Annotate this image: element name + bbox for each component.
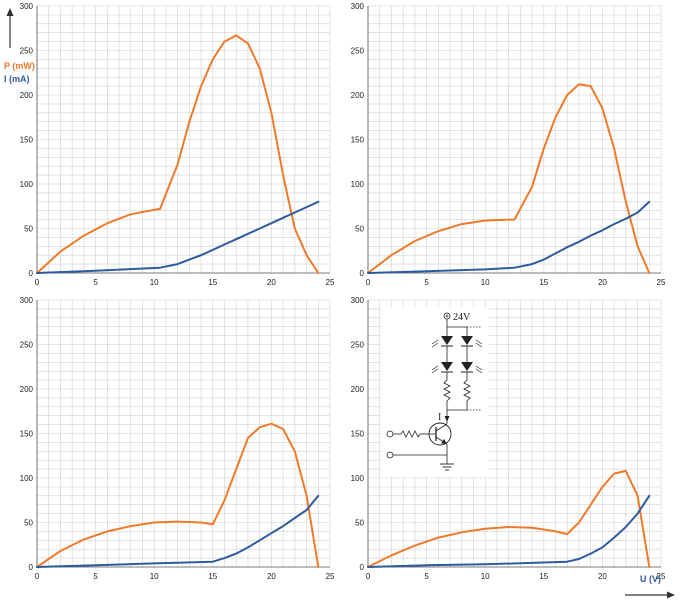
y-tick-label: 200 <box>351 385 365 394</box>
y-tick-label: 150 <box>351 136 365 145</box>
y-tick-label: 150 <box>351 430 365 439</box>
y-tick-label: 0 <box>29 269 34 278</box>
x-tick-label: 10 <box>150 278 159 287</box>
y-tick-label: 150 <box>20 430 34 439</box>
y-tick-label: 200 <box>20 91 34 100</box>
chart-panel-4: 0 50 100 150 200 250 300 0 5 10 15 20 25 <box>351 296 666 581</box>
y-tick-label: 0 <box>360 563 365 572</box>
current-arrow-icon <box>444 416 450 422</box>
x-tick-label: 0 <box>35 572 40 581</box>
y-tick-label: 100 <box>20 180 34 189</box>
y-tick-label: 50 <box>24 519 33 528</box>
y-tick-label: 250 <box>20 47 34 56</box>
resistor-icon <box>463 379 471 402</box>
x-tick-label: 10 <box>150 572 159 581</box>
x-tick-label: 20 <box>598 572 607 581</box>
y-tick-label: 300 <box>351 2 365 11</box>
x-tick-label: 15 <box>208 572 217 581</box>
light-emission-icon <box>431 339 483 374</box>
chart-panel-3: 0 50 100 150 200 250 300 0 5 10 15 20 25 <box>20 296 335 581</box>
y-tick-label: 0 <box>29 563 34 572</box>
power-axis-label: P (mW) <box>4 61 35 71</box>
x-tick-label: 10 <box>481 278 490 287</box>
y-tick-label: 150 <box>20 136 34 145</box>
y-tick-label: 250 <box>351 47 365 56</box>
y-tick-label: 300 <box>351 296 365 305</box>
current-curve <box>367 494 651 568</box>
y-tick-label: 300 <box>20 296 34 305</box>
x-tick-label: 25 <box>657 278 666 287</box>
y-tick-label: 50 <box>355 519 364 528</box>
y-tick-label: 200 <box>351 91 365 100</box>
y-axis-arrow <box>6 8 14 48</box>
chart-panel-2: 0 50 100 150 200 250 300 0 5 10 15 20 25 <box>351 2 666 287</box>
x-tick-label: 15 <box>208 278 217 287</box>
voltage-axis-label: U (V) <box>640 574 661 584</box>
x-tick-label: 20 <box>267 278 276 287</box>
x-tick-label: 15 <box>539 278 548 287</box>
power-curve <box>36 422 320 568</box>
y-tick-label: 100 <box>351 180 365 189</box>
supply-voltage-label: 24V <box>453 312 471 323</box>
power-curve <box>36 34 320 274</box>
x-tick-label: 20 <box>598 278 607 287</box>
y-tick-label: 0 <box>360 269 365 278</box>
x-tick-label: 5 <box>424 572 429 581</box>
chart-panel-1: 0 50 100 150 200 250 300 0 5 10 15 20 25 <box>20 2 335 287</box>
y-tick-label: 300 <box>20 2 34 11</box>
current-curve <box>367 200 651 274</box>
x-tick-label: 5 <box>93 278 98 287</box>
y-tick-label: 250 <box>20 341 34 350</box>
x-tick-label: 10 <box>481 572 490 581</box>
y-tick-label: 100 <box>20 474 34 483</box>
circuit-diagram: 24V <box>381 307 489 477</box>
current-curve <box>36 494 320 568</box>
current-label: I <box>438 412 441 423</box>
x-tick-label: 25 <box>657 572 666 581</box>
circuit-background <box>381 307 489 477</box>
x-axis-arrow <box>625 591 675 599</box>
resistor-icon <box>443 379 451 402</box>
x-tick-label: 0 <box>366 572 371 581</box>
y-tick-label: 50 <box>355 225 364 234</box>
x-tick-label: 0 <box>366 278 371 287</box>
x-tick-label: 25 <box>326 572 335 581</box>
power-curve <box>367 83 651 274</box>
x-tick-label: 0 <box>35 278 40 287</box>
x-tick-label: 5 <box>93 572 98 581</box>
current-axis-label: I (mA) <box>4 74 30 84</box>
x-tick-label: 5 <box>424 278 429 287</box>
y-tick-label: 50 <box>24 225 33 234</box>
ground-icon <box>440 463 454 471</box>
power-curve <box>367 469 651 568</box>
y-tick-label: 200 <box>20 385 34 394</box>
current-curve <box>36 200 320 274</box>
y-tick-label: 250 <box>351 341 365 350</box>
x-tick-label: 20 <box>267 572 276 581</box>
base-resistor-icon <box>400 430 421 438</box>
x-tick-label: 15 <box>539 572 548 581</box>
y-tick-label: 100 <box>351 474 365 483</box>
x-tick-label: 25 <box>326 278 335 287</box>
